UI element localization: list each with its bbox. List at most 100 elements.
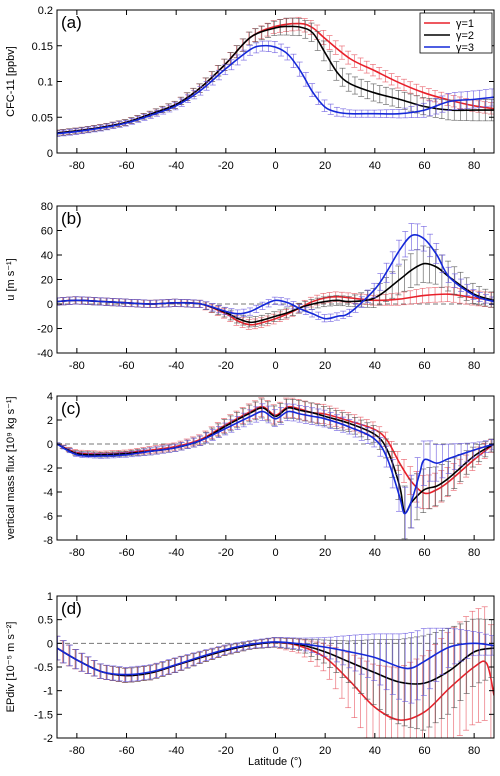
x-tick-label: 20	[319, 160, 331, 172]
y-tick-label: -40	[37, 348, 53, 360]
x-tick-label: 40	[369, 360, 381, 372]
plot-frame	[56, 205, 495, 354]
legend-entry: γ=3	[456, 42, 474, 54]
panel-label: (a)	[61, 13, 82, 32]
series-line-2	[57, 641, 494, 685]
series-3	[57, 223, 494, 323]
y-tick-label: 1	[47, 591, 53, 603]
panel-label: (c)	[61, 399, 81, 418]
plot-frame	[56, 395, 495, 541]
series-1	[57, 286, 494, 330]
y-tick-label: 0.1	[38, 77, 53, 89]
y-tick-label: -8	[43, 535, 53, 547]
x-tick-label: 40	[369, 160, 381, 172]
x-tick-label: -80	[69, 745, 85, 757]
y-tick-label: 2	[47, 415, 53, 427]
x-tick-label: 20	[319, 745, 331, 757]
y-tick-label: 40	[41, 250, 53, 262]
y-tick-label: 0.5	[38, 615, 53, 627]
x-tick-label: -60	[119, 547, 135, 559]
x-tick-label: -20	[218, 160, 234, 172]
y-axis-label: u [m s⁻¹]	[5, 258, 17, 300]
y-tick-label: -0.5	[34, 662, 53, 674]
x-tick-label: -20	[218, 745, 234, 757]
y-tick-label: 0	[47, 638, 53, 650]
x-tick-label: 40	[369, 745, 381, 757]
x-tick-label: -20	[218, 547, 234, 559]
x-tick-label: -20	[218, 360, 234, 372]
x-tick-label: 40	[369, 547, 381, 559]
series-line-2	[57, 25, 494, 134]
plot-area	[57, 223, 494, 330]
x-tick-label: 80	[468, 547, 480, 559]
y-axis-label: CFC-11 [ppbv]	[5, 46, 17, 117]
panel-a: 0 0.05 0.1 0.15 0.2 -80 -60 -40 -20 0 20 40 60 80 (a) C…	[5, 5, 495, 172]
x-tick-label: -40	[168, 360, 184, 372]
x-axis-label: Latitude (°)	[248, 756, 302, 768]
x-tick-label: 60	[418, 547, 430, 559]
x-tick-label: -60	[119, 360, 135, 372]
plot-area	[57, 16, 494, 137]
x-tick-label: 20	[319, 360, 331, 372]
series-line-3	[57, 233, 494, 320]
y-tick-label: 0	[47, 148, 53, 160]
y-tick-label: 0.2	[38, 5, 53, 17]
x-tick-label: 0	[272, 360, 278, 372]
x-tick-label: -80	[69, 547, 85, 559]
plot-area	[57, 397, 494, 540]
plot-area	[57, 606, 494, 738]
x-tick-label: -60	[119, 160, 135, 172]
y-axis-label: vertical mass flux [10⁹ kg s⁻¹]	[5, 396, 17, 539]
series-2	[57, 17, 494, 137]
series-line-3	[57, 641, 494, 676]
x-tick-label: -60	[119, 745, 135, 757]
x-tick-label: 0	[272, 160, 278, 172]
panel-label: (d)	[61, 599, 82, 618]
x-tick-label: 80	[468, 745, 480, 757]
series-2	[57, 245, 494, 328]
y-tick-label: -1.5	[34, 709, 53, 721]
legend-entry: γ=2	[456, 30, 474, 42]
y-tick-label: 0	[47, 299, 53, 311]
panel-label: (b)	[61, 209, 82, 228]
x-tick-label: 0	[272, 745, 278, 757]
x-tick-label: -80	[69, 160, 85, 172]
x-tick-label: 80	[468, 360, 480, 372]
y-tick-label: -6	[43, 511, 53, 523]
y-tick-label: 20	[41, 275, 53, 287]
series-line-1	[57, 405, 494, 495]
panel-d: -2 -1.5 -1 -0.5 0 0.5 1 -80 -60 -40 -20 0 20 40 60 80 (d…	[5, 591, 495, 757]
x-tick-label: -40	[168, 160, 184, 172]
y-tick-label: -1	[43, 686, 53, 698]
legend-entry: γ=1	[456, 18, 474, 30]
series-line-3	[57, 410, 494, 515]
y-tick-label: 80	[41, 201, 53, 213]
legend: γ=1γ=2γ=3	[419, 12, 493, 54]
series-3	[57, 40, 494, 137]
y-tick-label: -4	[43, 487, 53, 499]
plot-frame	[56, 595, 495, 739]
y-axis-label: EPdiv [10⁻⁵ m s⁻²]	[5, 622, 17, 713]
x-tick-label: -80	[69, 360, 85, 372]
y-tick-label: 0	[47, 439, 53, 451]
x-tick-label: 0	[272, 547, 278, 559]
x-tick-label: 60	[418, 745, 430, 757]
series-2	[57, 398, 494, 540]
series-3	[57, 627, 494, 704]
x-tick-label: 20	[319, 547, 331, 559]
x-tick-label: 60	[418, 360, 430, 372]
y-tick-label: 60	[41, 226, 53, 238]
y-tick-label: 0.15	[32, 41, 53, 53]
series-line-2	[57, 262, 494, 324]
y-tick-label: -2	[43, 733, 53, 745]
x-tick-label: -40	[168, 547, 184, 559]
series-line-3	[57, 44, 494, 135]
x-tick-label: -40	[168, 745, 184, 757]
x-tick-label: 60	[418, 160, 430, 172]
y-tick-label: -20	[37, 324, 53, 336]
y-tick-label: 0.05	[32, 112, 53, 124]
series-3	[57, 403, 494, 540]
x-tick-label: 80	[468, 160, 480, 172]
